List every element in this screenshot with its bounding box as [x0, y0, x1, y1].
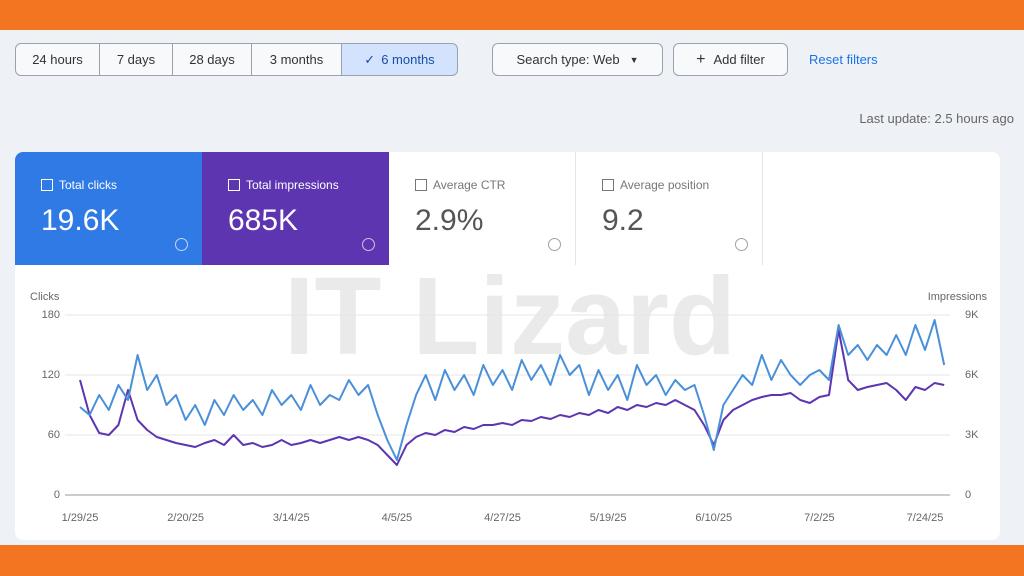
checkbox[interactable]	[228, 179, 240, 191]
bottom-band	[0, 545, 1024, 576]
y-tick-label: 0	[54, 489, 60, 501]
help-icon[interactable]	[548, 238, 561, 251]
metric-value: 9.2	[602, 204, 644, 237]
x-tick-label: 4/5/25	[382, 512, 413, 524]
x-tick-label: 3/14/25	[273, 512, 310, 524]
metric-label: Total impressions	[246, 178, 339, 192]
metric-card[interactable]: Average position 9.2	[576, 152, 763, 265]
checkbox[interactable]	[41, 179, 53, 191]
y-tick-label: 180	[42, 309, 60, 321]
y2-axis-label: Impressions	[928, 291, 988, 303]
y2-tick-label: 6K	[965, 369, 979, 381]
series-line	[79, 319, 946, 461]
range-button[interactable]: 24 hours	[15, 43, 100, 76]
x-tick-label: 1/29/25	[62, 512, 99, 524]
metric-card[interactable]: Total clicks 19.6K	[15, 152, 202, 265]
reset-filters-link[interactable]: Reset filters	[809, 52, 878, 67]
metric-card[interactable]: Average CTR 2.9%	[389, 152, 576, 265]
x-tick-label: 7/2/25	[804, 512, 835, 524]
last-update: Last update: 2.5 hours ago	[859, 111, 1014, 126]
help-icon[interactable]	[362, 238, 375, 251]
series-line	[79, 329, 945, 466]
metric-label: Average CTR	[433, 178, 506, 192]
range-button-selected[interactable]: ✓ 6 months	[341, 43, 458, 76]
plus-icon: +	[696, 50, 706, 68]
y-tick-label: 120	[42, 369, 60, 381]
x-tick-label: 6/10/25	[695, 512, 732, 524]
range-label: 6 months	[381, 52, 435, 67]
y-axis-label: Clicks	[30, 291, 60, 303]
chart: Clicks Impressions IT Lizard 0 60 120 180 0 3…	[30, 265, 988, 524]
metric-value: 2.9%	[415, 204, 484, 237]
range-button[interactable]: 7 days	[99, 43, 173, 76]
range-button[interactable]: 3 months	[251, 43, 342, 76]
help-icon[interactable]	[735, 238, 748, 251]
add-filter-button[interactable]: + Add filter	[673, 43, 788, 76]
y-tick-label: 60	[48, 429, 60, 441]
check-icon: ✓	[364, 51, 376, 67]
x-tick-label: 5/19/25	[590, 512, 627, 524]
dropdown-arrow: ▼	[629, 54, 639, 65]
checkbox[interactable]	[415, 179, 427, 191]
range-button[interactable]: 28 days	[172, 43, 252, 76]
y2-tick-label: 9K	[965, 309, 979, 321]
x-tick-label: 2/20/25	[167, 512, 204, 524]
metric-label: Total clicks	[59, 178, 118, 192]
metric-value: 685K	[228, 204, 299, 237]
y2-tick-label: 3K	[965, 429, 979, 441]
button-label: Add filter	[713, 52, 765, 67]
search-type-dropdown[interactable]: Search type: Web ▼	[492, 43, 663, 76]
x-tick-label: 7/24/25	[907, 512, 944, 524]
metric-label: Average position	[620, 178, 710, 192]
help-icon[interactable]	[175, 238, 188, 251]
x-tick-label: 4/27/25	[484, 512, 521, 524]
metric-card[interactable]: Total impressions 685K	[202, 152, 389, 265]
metric-value: 19.6K	[41, 204, 120, 237]
y2-tick-label: 0	[965, 489, 971, 501]
dropdown-label: Search type: Web	[516, 52, 620, 67]
top-band	[0, 0, 1024, 30]
checkbox[interactable]	[602, 179, 614, 191]
watermark: IT Lizard	[284, 265, 736, 378]
